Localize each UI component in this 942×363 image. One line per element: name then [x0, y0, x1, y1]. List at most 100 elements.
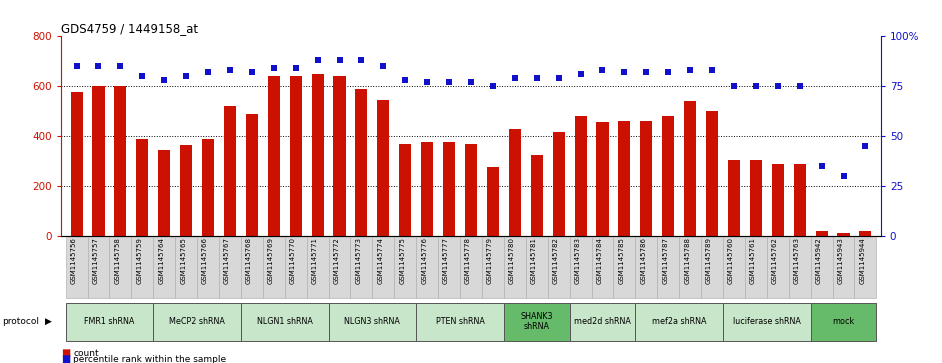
Text: percentile rank within the sample: percentile rank within the sample [73, 355, 227, 363]
Point [69, 63, 84, 69]
Point [113, 63, 128, 69]
Bar [679, 237, 701, 298]
Bar [684, 101, 696, 236]
Text: SHANK3
shRNA: SHANK3 shRNA [521, 312, 553, 331]
Bar [750, 160, 762, 236]
Bar [114, 86, 126, 236]
Bar [811, 237, 833, 298]
Bar [395, 237, 416, 298]
Bar [350, 237, 372, 298]
Bar [728, 160, 740, 236]
Bar [399, 144, 412, 236]
Text: GSM1145771: GSM1145771 [312, 237, 317, 284]
Text: GSM1145769: GSM1145769 [268, 237, 274, 284]
Bar [837, 233, 850, 236]
Bar [421, 142, 433, 236]
Point [748, 83, 763, 89]
Point [792, 83, 807, 89]
Point [726, 83, 741, 89]
Bar [570, 302, 635, 341]
Bar [553, 132, 564, 236]
Bar [131, 237, 154, 298]
Text: GSM1145783: GSM1145783 [575, 237, 580, 284]
Bar [662, 116, 674, 236]
Text: GSM1145760: GSM1145760 [728, 237, 734, 284]
Bar [723, 302, 811, 341]
Bar [443, 142, 455, 236]
Point [354, 57, 369, 63]
Bar [547, 237, 570, 298]
Bar [109, 237, 131, 298]
Point [485, 83, 500, 89]
Bar [530, 155, 543, 236]
Text: GSM1145774: GSM1145774 [378, 237, 383, 284]
Bar [509, 129, 521, 236]
Bar [246, 114, 258, 236]
Point [595, 68, 610, 73]
Point [660, 69, 675, 75]
Text: GSM1145756: GSM1145756 [71, 237, 76, 284]
Bar [482, 237, 504, 298]
Bar [575, 116, 587, 236]
Text: GSM1145786: GSM1145786 [641, 237, 646, 284]
Text: GSM1145788: GSM1145788 [684, 237, 690, 284]
Bar [460, 237, 482, 298]
Bar [154, 302, 241, 341]
Text: GSM1145787: GSM1145787 [662, 237, 668, 284]
Text: ■: ■ [61, 354, 71, 363]
Point [91, 63, 106, 69]
Text: mock: mock [833, 317, 854, 326]
Text: GSM1145762: GSM1145762 [771, 237, 778, 284]
Text: GSM1145764: GSM1145764 [158, 237, 164, 284]
Bar [158, 150, 171, 236]
Bar [137, 139, 148, 236]
Point [683, 68, 698, 73]
Text: luciferase shRNA: luciferase shRNA [733, 317, 801, 326]
Bar [197, 237, 219, 298]
Text: ▶: ▶ [44, 317, 52, 326]
Point [244, 69, 259, 75]
Point [617, 69, 632, 75]
Point [551, 76, 566, 81]
Bar [175, 237, 197, 298]
Bar [66, 237, 88, 298]
Text: GSM1145785: GSM1145785 [618, 237, 625, 284]
Text: FMR1 shRNA: FMR1 shRNA [84, 317, 135, 326]
Text: GSM1145943: GSM1145943 [837, 237, 843, 284]
Bar [416, 302, 504, 341]
Bar [701, 237, 723, 298]
Bar [816, 232, 828, 236]
Point [398, 77, 413, 83]
Point [814, 163, 829, 169]
Bar [635, 302, 723, 341]
Text: GSM1145767: GSM1145767 [224, 237, 230, 284]
Text: GSM1145942: GSM1145942 [816, 237, 821, 284]
Point [201, 69, 216, 75]
Bar [438, 237, 460, 298]
Bar [859, 231, 871, 236]
Text: GSM1145777: GSM1145777 [443, 237, 449, 284]
Text: GSM1145773: GSM1145773 [355, 237, 362, 284]
Text: GSM1145944: GSM1145944 [859, 237, 866, 284]
Point [135, 73, 150, 79]
Point [463, 79, 479, 85]
Bar [66, 302, 154, 341]
Bar [771, 164, 784, 236]
Text: protocol: protocol [2, 317, 39, 326]
Bar [268, 76, 280, 236]
Text: count: count [73, 349, 99, 358]
Point [508, 76, 523, 81]
Bar [71, 93, 83, 236]
Bar [526, 237, 547, 298]
Point [310, 57, 325, 63]
Bar [723, 237, 745, 298]
Bar [618, 121, 630, 236]
Text: GSM1145757: GSM1145757 [92, 237, 99, 284]
Bar [706, 111, 718, 236]
Point [442, 79, 457, 85]
Point [267, 65, 282, 71]
Bar [202, 139, 214, 236]
Bar [613, 237, 635, 298]
Bar [219, 237, 241, 298]
Bar [284, 237, 307, 298]
